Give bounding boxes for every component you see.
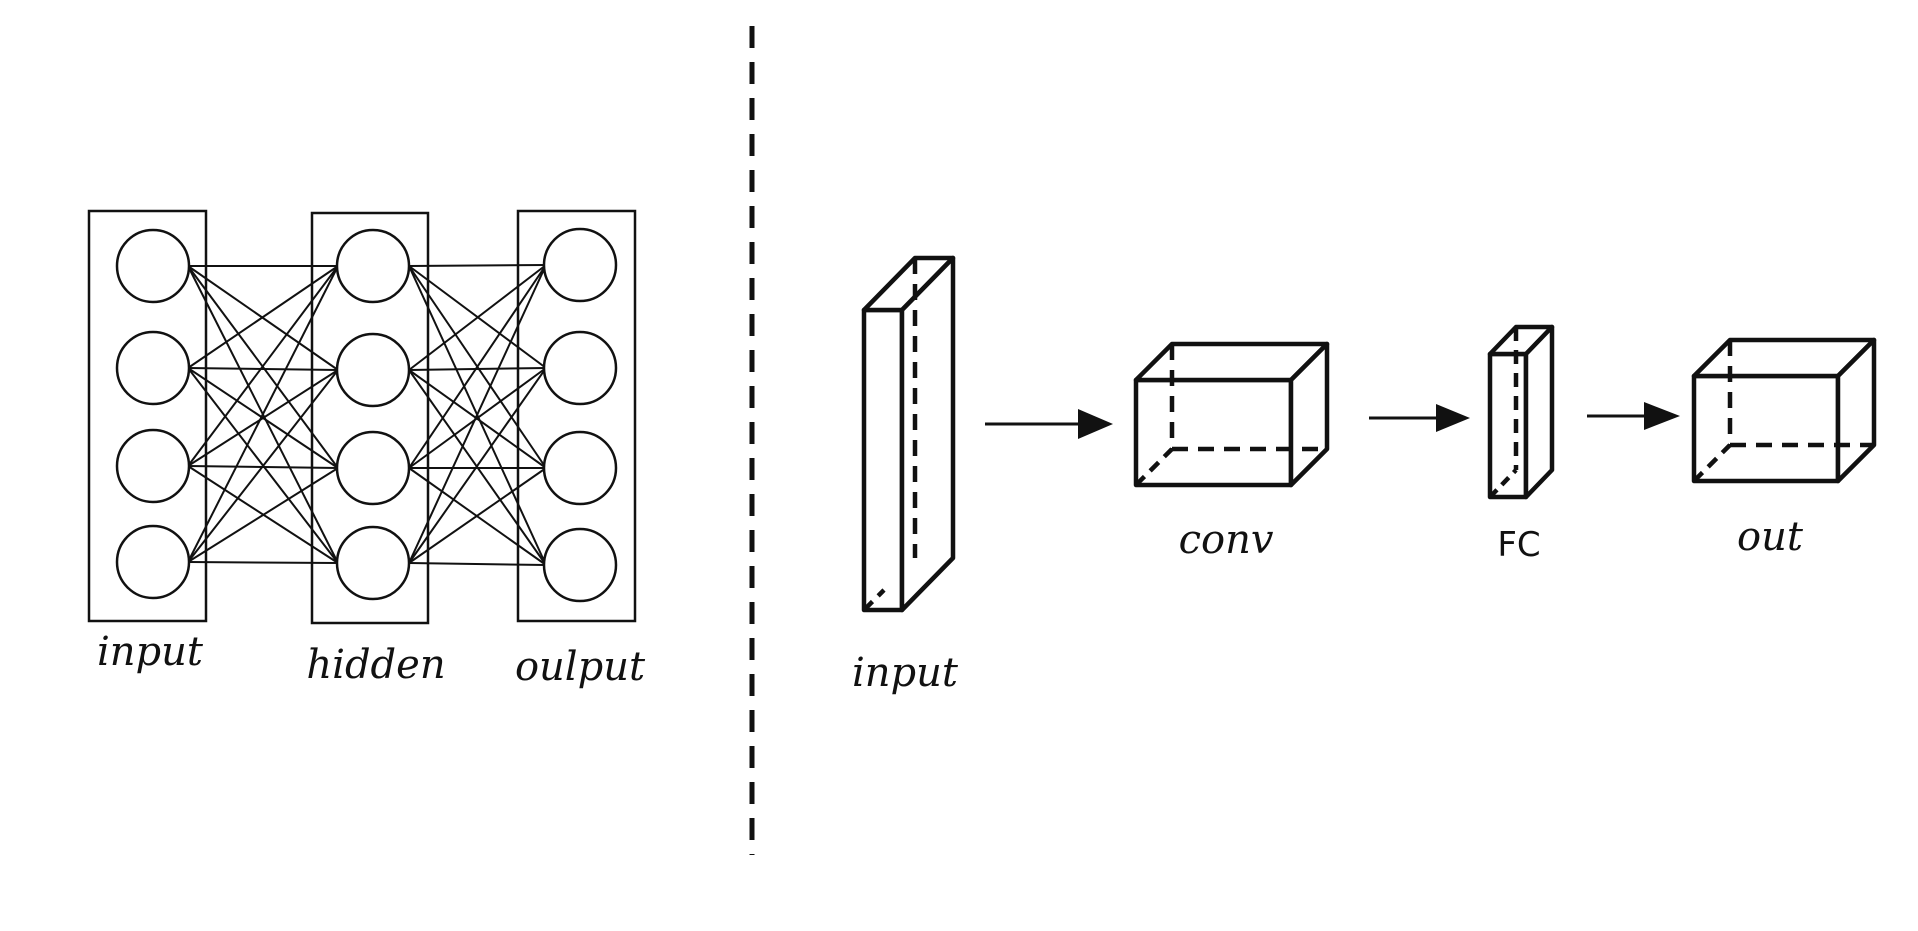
input-block: [861, 255, 956, 613]
hidden-node: [335, 228, 411, 304]
input-hidden-edge: [187, 367, 339, 371]
fc-block: [1487, 324, 1555, 500]
input-hidden-edge: [187, 265, 339, 467]
cnn-pipeline: [861, 255, 1877, 613]
conv-block: [1133, 341, 1330, 488]
output-node: [542, 227, 618, 303]
hidden-output-edge: [408, 264, 547, 371]
hidden-nodes: [335, 228, 411, 601]
input-hidden-edge: [187, 265, 339, 369]
connections: [187, 264, 547, 566]
output-nodes: [542, 227, 618, 603]
cnn-conv-label: conv: [1179, 517, 1274, 563]
input-node: [115, 228, 191, 304]
hidden-output-edge: [408, 264, 547, 469]
input-hidden-edge: [187, 265, 339, 563]
hidden-output-edge: [408, 467, 547, 564]
hidden-output-edge: [408, 562, 547, 566]
arrow-input-to-conv: [985, 409, 1113, 439]
input-hidden-edge: [187, 369, 339, 467]
output-layer-label: oulput: [515, 644, 646, 690]
arrow-fc-to-out: [1587, 402, 1680, 430]
output-layer-box: [516, 209, 637, 623]
cnn-input-label: input: [852, 650, 959, 696]
hidden-output-edge: [408, 264, 547, 267]
input-layer-label: input: [97, 629, 204, 675]
out-block: [1691, 337, 1877, 484]
input-node: [115, 428, 191, 504]
hidden-node: [335, 430, 411, 506]
output-node: [542, 430, 618, 506]
hidden-output-edge: [408, 367, 547, 371]
hidden-output-edge: [408, 264, 547, 564]
hidden-node: [335, 332, 411, 408]
hidden-output-edge: [408, 367, 547, 469]
output-node: [542, 330, 618, 406]
output-node: [542, 527, 618, 603]
input-hidden-edge: [187, 561, 339, 564]
hidden-output-edge: [408, 367, 547, 564]
input-node: [115, 330, 191, 406]
hidden-layer-box: [310, 211, 430, 625]
cnn-fc-label: FC: [1497, 525, 1540, 565]
hidden-layer-label: hidden: [306, 642, 445, 688]
arrow-conv-to-fc: [1369, 404, 1470, 432]
input-node: [115, 524, 191, 600]
hidden-node: [335, 525, 411, 601]
input-hidden-edge: [187, 467, 339, 563]
input-layer-box: [87, 209, 208, 623]
input-nodes: [115, 228, 191, 600]
cnn-out-label: out: [1737, 514, 1804, 560]
fully-connected-network: input hidden oulput: [87, 209, 646, 690]
input-hidden-edge: [187, 369, 339, 563]
